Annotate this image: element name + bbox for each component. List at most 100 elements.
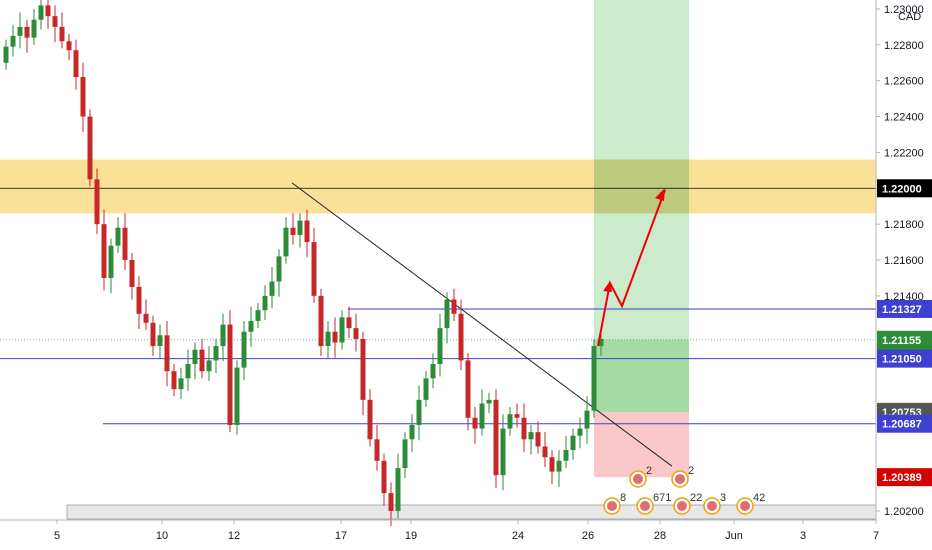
candle-body: [353, 328, 359, 339]
zone-overlap: [594, 159, 689, 214]
candle-body: [10, 35, 16, 47]
candle-body: [542, 446, 548, 458]
candle-body: [101, 224, 107, 278]
price-tag: [877, 468, 932, 487]
candle-body: [388, 493, 394, 512]
candle-body: [290, 227, 296, 235]
y-tick-label: 1.21800: [884, 219, 924, 231]
x-tick-label: 17: [335, 530, 347, 542]
candle-body: [206, 360, 212, 372]
y-tick-label: 1.22600: [884, 76, 924, 88]
flag-icon: [640, 501, 650, 511]
candle-body: [493, 399, 499, 476]
projection-path: [597, 189, 666, 347]
downtrend-line: [291, 182, 673, 467]
candle-body: [339, 317, 345, 343]
candle-body: [465, 360, 471, 418]
candle-body: [346, 317, 352, 329]
event-count: 42: [753, 492, 765, 504]
flag-icon: [707, 501, 717, 511]
candle-body: [17, 26, 23, 36]
candle-body: [122, 227, 128, 260]
candle-body: [514, 414, 520, 418]
candle-body: [409, 424, 415, 440]
candle-body: [171, 371, 177, 390]
target-zone: [594, 0, 689, 412]
candle-body: [143, 313, 149, 323]
price-tag-label: 1.20389: [882, 472, 922, 484]
x-tick-label: 28: [654, 530, 666, 542]
candle-body: [472, 417, 478, 429]
candle-body: [521, 417, 527, 440]
candle-body: [374, 439, 380, 461]
flag-icon: [633, 474, 643, 484]
projection-arrows: [597, 188, 666, 347]
price-tag-label: 1.21050: [882, 354, 922, 366]
x-tick-label: 19: [405, 530, 417, 542]
candle-body: [479, 403, 485, 429]
price-tag: [877, 299, 932, 318]
candle-body: [94, 179, 100, 225]
candle-body: [59, 26, 65, 42]
candle-body: [234, 367, 240, 425]
y-tick-label: 1.21400: [884, 291, 924, 303]
price-tag: [877, 349, 932, 368]
y-tick-label: 1.20200: [884, 506, 924, 518]
x-tick-label: 26: [582, 530, 594, 542]
candle-body: [80, 77, 86, 117]
candle-body: [129, 260, 135, 287]
candle-body: [52, 16, 58, 27]
candle-body: [192, 349, 198, 364]
event-count: 2: [646, 465, 652, 477]
candle-body: [3, 46, 9, 63]
drawings: [0, 182, 876, 467]
candle-body: [31, 19, 37, 38]
candle-body: [220, 324, 226, 347]
candle-body: [199, 349, 205, 372]
candle-body: [451, 299, 457, 314]
candle-body: [577, 428, 583, 436]
candle-body: [458, 313, 464, 361]
candle-body: [213, 346, 219, 361]
price-tag-label: 1.22000: [882, 183, 922, 195]
price-tag: [877, 414, 932, 433]
candles: [3, 0, 604, 527]
x-tick-label: 12: [228, 530, 240, 542]
candle-body: [108, 245, 114, 278]
candle-body: [535, 432, 541, 447]
bottom-band: [66, 504, 877, 520]
x-tick-label: 10: [156, 530, 168, 542]
y-tick-label: 1.22400: [884, 112, 924, 124]
candle-body: [360, 338, 366, 400]
candle-body: [423, 378, 429, 400]
open-profit-zone: [594, 339, 689, 412]
candle-body: [164, 335, 170, 372]
candle-body: [262, 295, 268, 311]
event-count: 8: [620, 492, 626, 504]
candle-body: [136, 286, 142, 314]
arrow-head: [603, 281, 612, 292]
candle-body: [318, 295, 324, 347]
candle-body: [269, 281, 275, 296]
candle-body: [73, 50, 79, 78]
x-tick-label: 5: [54, 530, 60, 542]
y-tick-label: 1.22200: [884, 147, 924, 159]
currency-label: CAD: [898, 11, 921, 23]
y-tick-label: 1.21600: [884, 255, 924, 267]
time-axis[interactable]: 5 10 12 17 19 24 26 28 Jun 3 7: [0, 519, 879, 542]
candle-body: [178, 378, 184, 390]
arrow-head: [655, 188, 665, 201]
candle-body: [381, 460, 387, 494]
candle-body: [24, 26, 30, 38]
price-tag-label: 1.20687: [882, 419, 922, 431]
price-axis[interactable]: 1.23000 1.22800 1.22600 1.22400 1.22200 1.218…: [875, 0, 932, 520]
candle-body: [402, 439, 408, 468]
stop-zone: [594, 411, 689, 478]
price-tag: [877, 179, 932, 198]
x-tick-label: 3: [800, 530, 806, 542]
x-tick-label: 24: [512, 530, 524, 542]
price-tag-label: 1.21155: [882, 335, 921, 347]
candle-body: [563, 450, 569, 461]
flag-icon: [677, 501, 687, 511]
